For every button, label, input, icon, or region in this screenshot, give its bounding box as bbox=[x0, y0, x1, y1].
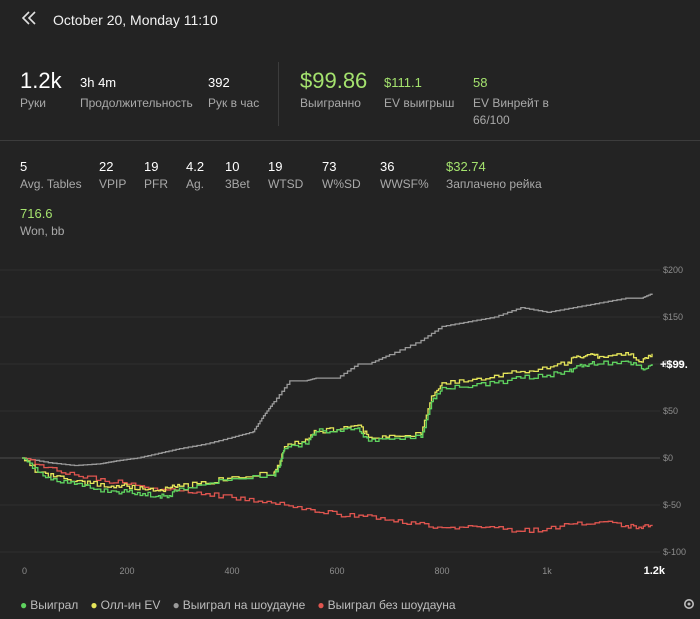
summary-divider bbox=[278, 62, 279, 126]
rake-label: Заплачено рейка bbox=[446, 177, 542, 191]
wwsf-label: WWSF% bbox=[380, 177, 429, 191]
x-tick-label: 1.2k bbox=[644, 565, 666, 577]
series-line-non-showdown bbox=[22, 457, 653, 533]
x-tick-label: 200 bbox=[119, 566, 134, 576]
double-chevron-left-icon[interactable] bbox=[20, 10, 38, 26]
x-tick-label: 1k bbox=[542, 566, 552, 576]
series-line-ev bbox=[22, 352, 653, 493]
legend-showdown-dot: ● bbox=[172, 598, 180, 612]
y-tick-label: $-50 bbox=[663, 500, 681, 510]
wsd-label: W%SD bbox=[322, 177, 361, 191]
ev-winrate-label-2: 66/100 bbox=[473, 113, 510, 127]
ev-won-value: $111.1 bbox=[384, 75, 422, 90]
end-value-label: +$99. bbox=[660, 359, 688, 371]
legend-won-dot: ● bbox=[20, 598, 28, 612]
hands-value: 1.2k bbox=[20, 68, 62, 93]
x-tick-label: 0 bbox=[22, 566, 27, 576]
legend-won[interactable]: ● Выиграл bbox=[20, 598, 79, 612]
won-amount-label: Выигранно bbox=[300, 96, 361, 110]
avg-tables-value: 5 bbox=[20, 159, 28, 174]
avg-tables-label: Avg. Tables bbox=[20, 177, 82, 191]
won-bb-value: 716.6 bbox=[20, 206, 53, 221]
threebet-value: 10 bbox=[225, 159, 240, 174]
rake-value: $32.74 bbox=[446, 159, 486, 174]
pfr-value: 19 bbox=[144, 159, 159, 174]
aggression-label: Ag. bbox=[186, 177, 205, 191]
x-tick-label: 400 bbox=[224, 566, 239, 576]
y-tick-label: $50 bbox=[663, 406, 678, 416]
hands-per-hour-label: Рук в час bbox=[208, 96, 260, 110]
profit-chart[interactable]: $200 $150 $100 $50 $0 $-50 $-100 0 200 400 600 800 1… bbox=[0, 255, 700, 585]
y-tick-label: $150 bbox=[663, 312, 683, 322]
legend-non-showdown[interactable]: ● Выиграл без шоудауна bbox=[317, 598, 456, 612]
threebet-label: 3Bet bbox=[225, 177, 250, 191]
x-tick-label: 800 bbox=[434, 566, 449, 576]
series-line-won bbox=[22, 360, 653, 499]
gear-icon[interactable] bbox=[682, 596, 696, 612]
ev-won-label: EV выигрыш bbox=[384, 96, 455, 110]
won-bb-label: Won, bb bbox=[20, 224, 65, 238]
wtsd-label: WTSD bbox=[268, 177, 304, 191]
legend-ev[interactable]: ● Олл-ин EV bbox=[90, 598, 161, 612]
y-tick-label: $0 bbox=[663, 453, 673, 463]
y-tick-label: $-100 bbox=[663, 547, 686, 557]
vpip-value: 22 bbox=[99, 159, 114, 174]
wwsf-value: 36 bbox=[380, 159, 395, 174]
legend-ev-dot: ● bbox=[90, 598, 98, 612]
hands-per-hour-value: 392 bbox=[208, 75, 230, 90]
y-tick-label: $200 bbox=[663, 265, 683, 275]
chart-legend: ● Выиграл ● Олл-ин EV ● Выиграл на шоудауне… bbox=[20, 598, 456, 612]
won-amount-value: $99.86 bbox=[300, 68, 368, 93]
duration-label: Продолжительность bbox=[80, 96, 193, 110]
legend-showdown[interactable]: ● Выиграл на шоудауне bbox=[172, 598, 306, 612]
wtsd-value: 19 bbox=[268, 159, 283, 174]
session-title: October 20, Monday 11:10 bbox=[53, 12, 218, 28]
pfr-label: PFR bbox=[144, 177, 168, 191]
x-tick-label: 600 bbox=[329, 566, 344, 576]
ev-winrate-value: 58 bbox=[473, 75, 488, 90]
section-divider bbox=[0, 140, 700, 141]
hands-label: Руки bbox=[20, 96, 46, 110]
series-line-showdown bbox=[22, 293, 653, 467]
legend-non-showdown-dot: ● bbox=[317, 598, 325, 612]
y-tick-label: $100 bbox=[663, 359, 683, 369]
duration-value: 3h 4m bbox=[80, 75, 117, 90]
ev-winrate-label: EV Винрейт в bbox=[473, 96, 549, 110]
vpip-label: VPIP bbox=[99, 177, 127, 191]
wsd-value: 73 bbox=[322, 159, 337, 174]
aggression-value: 4.2 bbox=[186, 159, 205, 174]
